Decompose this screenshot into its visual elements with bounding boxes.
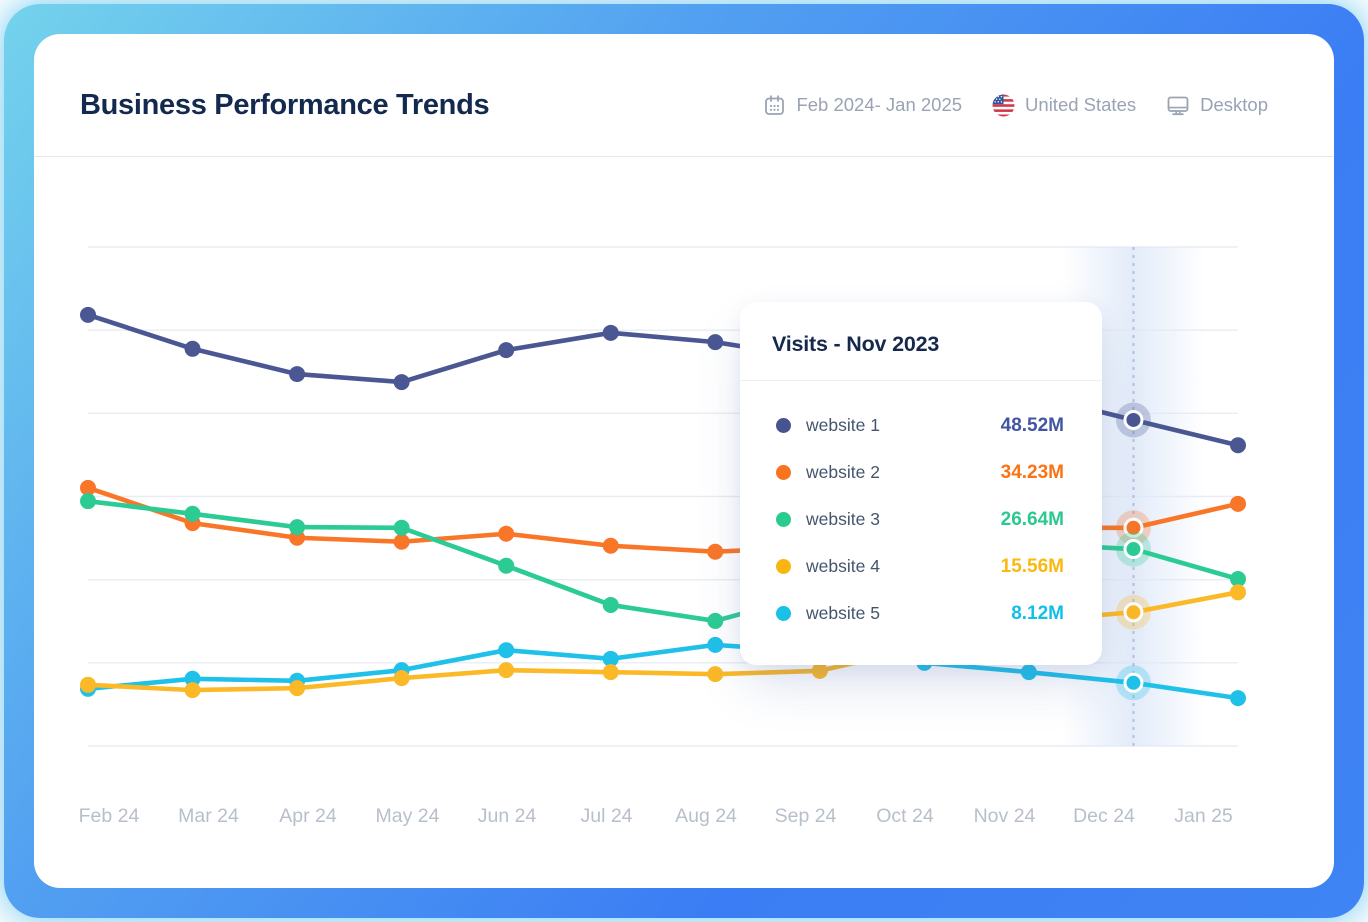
x-axis-label: Nov 24 [974,805,1036,827]
series-label: website 1 [806,415,880,435]
data-point[interactable] [602,664,619,681]
data-point[interactable] [184,505,201,522]
x-axis-label: Sep 24 [775,805,837,827]
device-label: Desktop [1200,94,1268,115]
data-point[interactable] [1123,409,1144,430]
data-point[interactable] [184,340,201,357]
series-value: 26.64M [1000,508,1064,530]
series-dot-icon [776,606,791,621]
page-title: Business Performance Trends [80,88,490,121]
data-point[interactable] [1230,495,1246,512]
data-point[interactable] [602,596,619,613]
device-filter[interactable]: Desktop [1166,94,1268,117]
series-line [85,642,1241,701]
data-point[interactable] [498,557,515,574]
browser-frame: Business Performance Trends Feb 2024- Ja… [4,4,1364,918]
country-filter[interactable]: United States [992,94,1136,117]
data-point[interactable] [1123,517,1144,538]
tooltip-rows: website 1 48.52M website 2 34.23M website 3 2… [740,381,1102,637]
x-axis-label: Jan 25 [1174,805,1233,827]
tooltip-row: website 1 48.52M [776,402,1064,449]
tooltip-row: website 2 34.23M [776,449,1064,496]
chart-tooltip: Visits - Nov 2023 website 1 48.52M website… [740,302,1102,665]
data-point[interactable] [498,662,515,679]
report-filters: Feb 2024- Jan 2025 [763,94,1268,117]
data-point[interactable] [1123,539,1144,560]
tooltip-title: Visits - Nov 2023 [740,302,1102,381]
data-point[interactable] [289,366,306,383]
x-axis-label: Dec 24 [1073,805,1135,827]
report-card: Business Performance Trends Feb 2024- Ja… [34,34,1334,888]
tooltip-row: website 3 26.64M [776,496,1064,543]
date-range-filter[interactable]: Feb 2024- Jan 2025 [763,94,962,117]
country-label: United States [1025,94,1137,115]
series-dot-icon [776,512,791,527]
data-point[interactable] [80,306,96,323]
date-range-label: Feb 2024- Jan 2025 [796,94,963,115]
trend-chart[interactable]: Feb 24 Mar 24 Apr 24 May 24 Jun 24 Jul 24 Aug … [34,34,1334,888]
data-point[interactable] [811,662,828,679]
data-point[interactable] [80,493,96,510]
x-axis-label: Jul 24 [580,805,632,827]
data-point[interactable] [602,537,619,554]
desktop-icon [1166,94,1190,117]
data-point[interactable] [1230,437,1246,454]
data-point[interactable] [707,666,724,683]
data-point[interactable] [289,519,306,536]
x-axis-label: Apr 24 [279,805,337,827]
data-point[interactable] [1123,672,1144,693]
x-axis-label: Jun 24 [478,805,537,827]
series-dot-icon [776,418,791,433]
calendar-icon [763,94,786,117]
data-point[interactable] [1230,584,1246,601]
data-point[interactable] [80,479,96,496]
data-point[interactable] [393,519,410,536]
data-point[interactable] [707,543,724,560]
data-point[interactable] [393,533,410,550]
data-point[interactable] [602,324,619,341]
data-point[interactable] [1123,602,1144,623]
x-axis-label: Oct 24 [876,805,934,827]
tooltip-row: website 5 8.12M [776,590,1064,637]
series-label: website 4 [806,556,880,576]
data-point[interactable] [498,525,515,542]
series-dot-icon [776,465,791,480]
series-value: 8.12M [1011,602,1064,624]
data-point[interactable] [498,342,515,359]
data-point[interactable] [707,636,724,653]
x-axis-label: Aug 24 [675,805,737,827]
data-point[interactable] [289,680,306,697]
series-value: 15.56M [1000,555,1064,577]
report-header: Business Performance Trends Feb 2024- Ja… [34,34,1334,157]
data-point[interactable] [393,670,410,687]
data-point[interactable] [80,676,96,693]
x-axis-label: Mar 24 [178,805,239,827]
series-value: 34.23M [1000,461,1064,483]
data-point[interactable] [707,612,724,629]
series-label: website 3 [806,509,880,529]
data-point[interactable] [184,682,201,699]
data-point[interactable] [498,642,515,659]
series-value: 48.52M [1000,414,1064,436]
series-label: website 5 [806,603,880,623]
data-point[interactable] [184,670,201,687]
series-dot-icon [776,559,791,574]
data-point[interactable] [1020,664,1037,681]
data-point[interactable] [1230,690,1246,707]
series-label: website 2 [806,462,880,482]
data-point[interactable] [602,650,619,667]
data-point[interactable] [1230,571,1246,588]
x-axis-label: May 24 [376,805,440,827]
us-flag-icon [992,94,1015,117]
x-axis-label: Feb 24 [79,805,140,827]
data-point[interactable] [393,374,410,391]
data-point[interactable] [707,334,724,351]
tooltip-row: website 4 15.56M [776,543,1064,590]
